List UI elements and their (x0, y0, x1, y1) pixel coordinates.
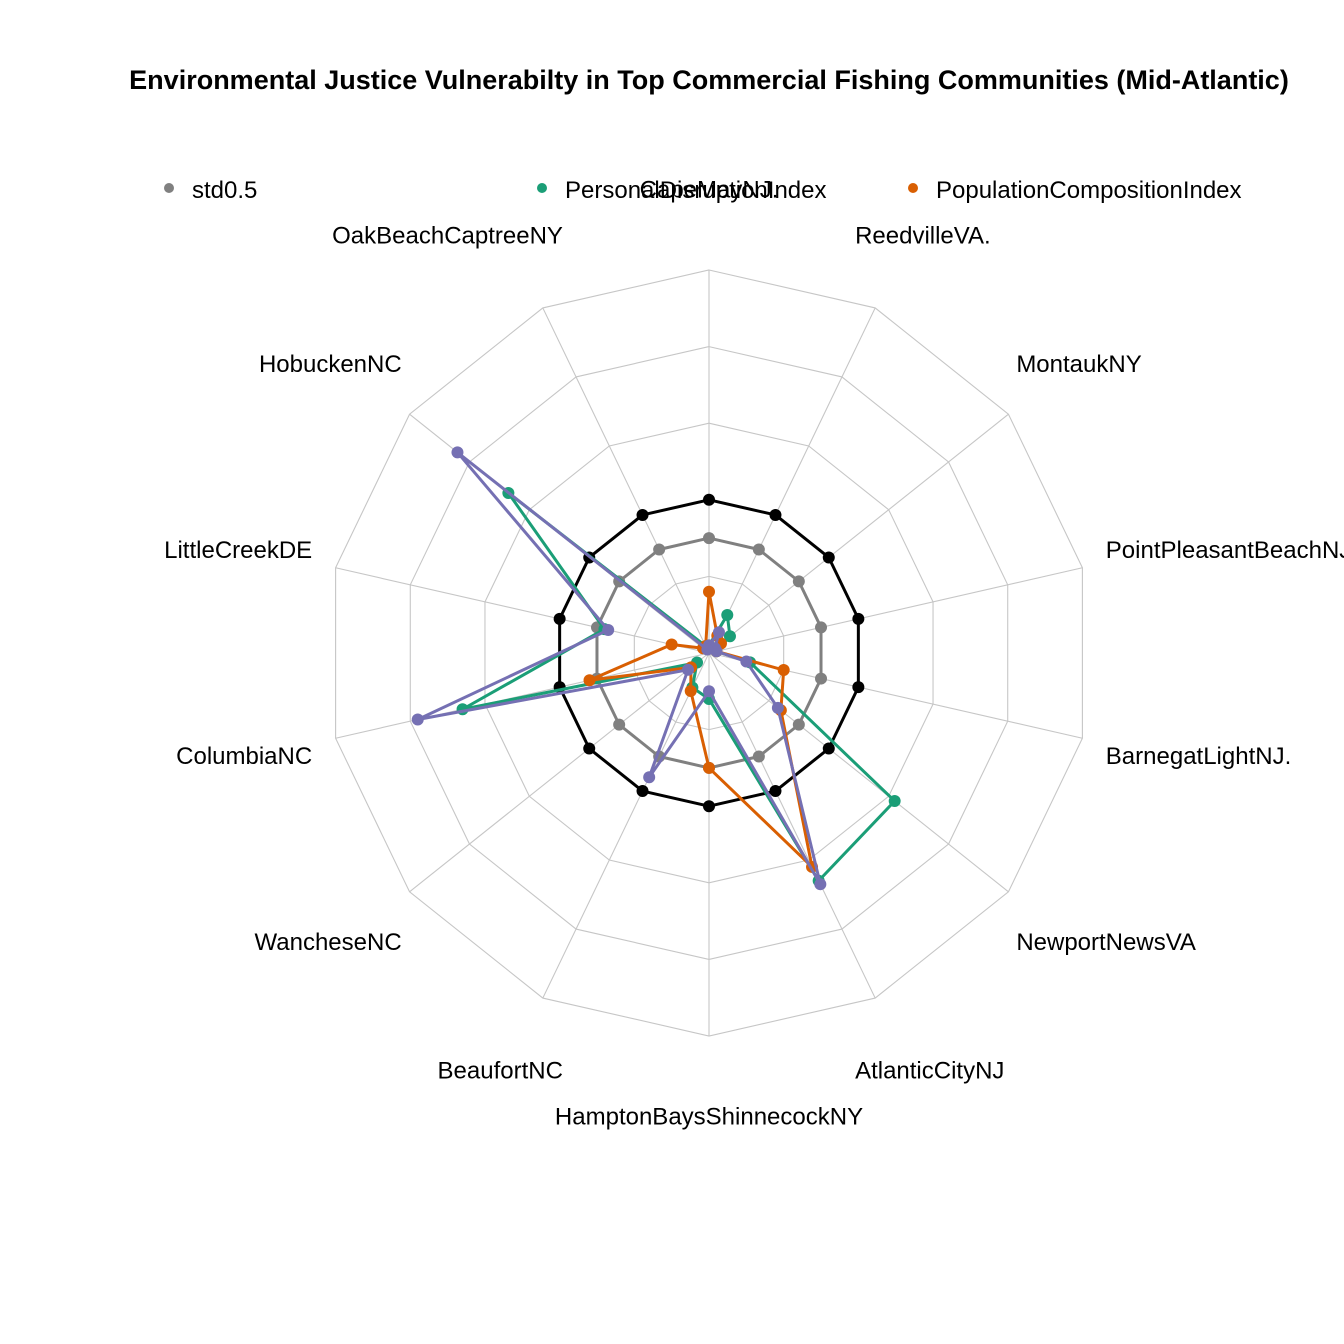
point-std0-5-oakbeachcaptreeny (653, 543, 666, 556)
grid-spoke-newportnewsva (708, 652, 1009, 893)
point-std1-pointpleasantbeachnj (852, 612, 865, 625)
axis-label-beaufortnc: BeaufortNC (438, 1058, 563, 1085)
grid-spoke-wanchesenc (409, 652, 710, 893)
point-std0-5-newportnewsva (792, 718, 805, 731)
point-populationcompositionindex-columbianc (583, 674, 596, 687)
point-infrastructureindex-barnegatlightnj (740, 655, 753, 668)
point-infrastructureindex-beaufortnc (643, 771, 656, 784)
chart-title: Environmental Justice Vulnerabilty in To… (129, 65, 1289, 95)
legend-marker-population-composition-index (908, 183, 918, 193)
grid-spoke-montaukny (708, 413, 1009, 654)
point-infrastructureindex-reedvilleva (712, 626, 725, 639)
point-std1-wanchesenc (583, 742, 596, 755)
legend-item-population-composition-index: PopulationCompositionIndex (908, 177, 1242, 204)
axis-labels: CapeMayNJ. ReedvilleVA. MontaukNY PointPlea… (164, 177, 1344, 1131)
point-std0-5-capemaynj (703, 532, 715, 545)
point-populationcompositionindex-littlecreekde (665, 638, 678, 651)
point-std0-5-pointpleasantbeachnj (815, 621, 828, 634)
point-std0-5-montaukny (792, 575, 805, 588)
axis-label-hobuckennc: HobuckenNC (259, 351, 402, 378)
axis-label-capemaynj: CapeMayNJ. (640, 177, 779, 204)
grid-spoke-columbianc (335, 652, 710, 739)
point-std1-newportnewsva (822, 742, 835, 755)
series-infrastructureindex (411, 446, 827, 891)
point-infrastructureindex-hamptonbaysshinnecockny (703, 685, 715, 698)
grid-spoke-littlecreekde (335, 567, 710, 654)
point-personaldisruptionindex-newportnewsva (888, 795, 901, 808)
grid-spoke-atlanticcitynj (708, 652, 876, 999)
point-infrastructureindex-atlanticcitynj (814, 878, 827, 891)
point-infrastructureindex-pointpleasantbeachnj (710, 645, 723, 658)
point-std1-montaukny (822, 551, 835, 564)
axis-label-pointpleasantbeachnj: PointPleasantBeachNJ. (1106, 537, 1344, 564)
legend-label-personal-disruption-index: PersonalDisruptionIndex (565, 177, 826, 204)
axis-label-hamptonbaysshinnecockny: HamptonBaysShinnecockNY (555, 1103, 863, 1130)
point-std1-littlecreekde (553, 612, 566, 625)
grid-spoke-beaufortnc (542, 652, 710, 999)
point-std1-reedvilleva (769, 508, 782, 521)
point-populationcompositionindex-capemaynj (703, 585, 715, 598)
point-std0-5-barnegatlightnj (815, 672, 828, 685)
grid-spoke-reedvilleva (708, 307, 876, 654)
axis-label-atlanticcitynj: AtlanticCityNJ (855, 1058, 1004, 1085)
series-line-personaldisruptionindex (461, 491, 897, 883)
point-populationcompositionindex-beaufortnc (684, 684, 697, 697)
axis-label-reedvilleva: ReedvilleVA. (855, 222, 991, 249)
radar-grid (335, 269, 1083, 1037)
point-std1-hamptonbaysshinnecockny (703, 800, 715, 813)
legend: std0.5 PersonalDisruptionIndex Populatio… (164, 177, 1242, 204)
point-std1-capemaynj (703, 493, 715, 506)
axis-label-columbianc: ColumbiaNC (176, 743, 312, 770)
point-std0-5-atlanticcitynj (752, 750, 765, 763)
series-layer (411, 446, 901, 891)
legend-label-std0-5: std0.5 (192, 177, 257, 204)
grid-spoke-pointpleasantbeachnj (708, 567, 1083, 654)
legend-item-personal-disruption-index: PersonalDisruptionIndex (537, 177, 826, 204)
axis-label-barnegatlightnj: BarnegatLightNJ. (1106, 743, 1291, 770)
point-std0-5-wanchesenc (613, 718, 626, 731)
legend-marker-std0-5 (164, 183, 174, 193)
axis-label-oakbeachcaptreeny: OakBeachCaptreeNY (332, 222, 563, 249)
point-std1-barnegatlightnj (852, 681, 865, 694)
series-std1 (553, 493, 865, 813)
point-std0-5-reedvilleva (752, 543, 765, 556)
point-populationcompositionindex-hamptonbaysshinnecockny (703, 761, 715, 774)
point-personaldisruptionindex-montaukny (723, 630, 736, 643)
point-personaldisruptionindex-reedvilleva (721, 609, 734, 622)
axis-label-newportnewsva: NewportNewsVA (1016, 929, 1196, 956)
point-std1-beaufortnc (636, 785, 649, 798)
point-infrastructureindex-oakbeachcaptreeny (701, 643, 714, 656)
point-infrastructureindex-wanchesenc (682, 663, 695, 676)
point-infrastructureindex-hobuckennc (451, 446, 464, 459)
series-personaldisruptionindex (456, 487, 901, 887)
axis-label-wanchesenc: WancheseNC (255, 929, 402, 956)
axis-label-montaukny: MontaukNY (1016, 351, 1141, 378)
point-infrastructureindex-columbianc (411, 713, 424, 726)
point-std1-oakbeachcaptreeny (636, 508, 649, 521)
point-populationcompositionindex-barnegatlightnj (777, 664, 790, 677)
legend-item-std0-5: std0.5 (164, 177, 257, 204)
grid-spoke-oakbeachcaptreeny (542, 307, 710, 654)
axis-label-littlecreekde: LittleCreekDE (164, 537, 312, 564)
point-infrastructureindex-littlecreekde (602, 623, 615, 636)
legend-marker-personal-disruption-index (537, 183, 547, 193)
legend-label-population-composition-index: PopulationCompositionIndex (936, 177, 1242, 204)
point-infrastructureindex-newportnewsva (771, 701, 784, 714)
point-std1-atlanticcitynj (769, 785, 782, 798)
